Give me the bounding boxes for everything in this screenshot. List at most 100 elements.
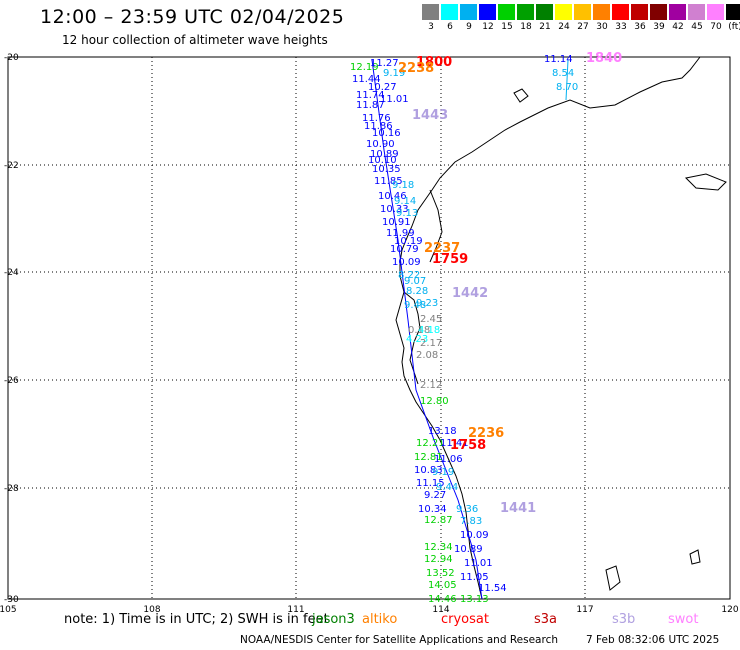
wave-height-value: 10.19 (394, 236, 423, 247)
exmouth-gulf (429, 189, 443, 263)
legend-label: 30 (596, 22, 608, 32)
island-4 (689, 549, 701, 565)
wave-height-value: 9.44 (436, 482, 458, 493)
map-subtitle: 12 hour collection of altimeter wave hei… (62, 33, 328, 47)
wave-height-value: 4.18 (418, 325, 440, 336)
wave-height-value: 11.86 (364, 121, 393, 132)
satellite-cryosat: cryosat (441, 612, 489, 627)
wave-height-value: 13.18 (428, 426, 457, 437)
wave-height-value: 11.27 (370, 58, 399, 69)
wave-height-value: 12.94 (424, 554, 453, 565)
lon-label: 111 (287, 605, 304, 615)
lon-label: 117 (576, 605, 593, 615)
wave-height-value: 9.19 (432, 467, 454, 478)
legend-label: 42 (672, 22, 684, 32)
wave-height-value: 9.36 (456, 504, 478, 515)
wave-height-value: 11.87 (356, 100, 385, 111)
satellite-jason3: jason3 (312, 612, 355, 627)
lat-lon-grid (8, 57, 730, 599)
wave-height-value: 9.14 (394, 196, 416, 207)
wave-height-value: 11.06 (434, 454, 463, 465)
map-title: 12:00 – 23:59 UTC 02/04/2025 (40, 6, 345, 28)
wave-height-value: 11.99 (386, 228, 415, 239)
wave-height-value: 12.87 (424, 515, 453, 526)
wave-height-value: 8.28 (406, 286, 428, 297)
legend-swatch (441, 4, 458, 20)
coastline-west-australia (395, 56, 701, 600)
wave-height-value: 9.48 (404, 300, 426, 311)
wave-height-value: 9.19 (383, 68, 405, 79)
track-line (371, 59, 483, 600)
wave-height-value: 8.54 (552, 68, 574, 79)
legend-swatch (688, 4, 705, 20)
wave-height-value: 11.74 (356, 90, 385, 101)
wave-height-value: 11.54 (478, 583, 507, 594)
legend-label: 24 (558, 22, 570, 32)
pass-time-label: 1800 (416, 55, 452, 70)
legend-label: 45 (691, 22, 703, 32)
pass-time-label: 1443 (412, 108, 448, 123)
wave-height-value: 9.27 (424, 490, 446, 501)
legend-swatch (707, 4, 724, 20)
wave-height-value: 12.34 (424, 542, 453, 553)
wave-height-value: 13.52 (426, 568, 455, 579)
legend-label: 39 (653, 22, 665, 32)
lon-label: 114 (432, 605, 449, 615)
wave-height-value: 10.79 (390, 244, 419, 255)
wave-height-value: 10.33 (380, 204, 409, 215)
wave-height-value: 10.35 (372, 164, 401, 175)
lat-label: -26 (4, 376, 19, 386)
legend-label: 9 (466, 22, 472, 32)
wave-height-value: 12.21 (416, 438, 445, 449)
legend-swatch (612, 4, 629, 20)
wave-height-value: 10.09 (392, 257, 421, 268)
legend-label: 6 (447, 22, 453, 32)
legend-swatch (460, 4, 477, 20)
pass-time-label: 1441 (500, 501, 536, 516)
wave-height-labels: 12.1911.2711.449.1910.2711.7411.0111.871… (350, 54, 578, 605)
legend-swatch (669, 4, 686, 20)
lon-label: 120 (721, 605, 738, 615)
legend-label: 33 (615, 22, 627, 32)
wave-height-value: 12.80 (420, 396, 449, 407)
island-1 (513, 88, 529, 103)
wave-height-value: 8.22 (398, 270, 420, 281)
pass-time-label: 1442 (452, 286, 488, 301)
lon-label: 105 (0, 605, 17, 615)
wave-height-value: 11.76 (362, 113, 391, 124)
island-3 (605, 565, 621, 591)
wave-height-value: 9.13 (396, 208, 418, 219)
wave-height-value: 11.85 (374, 176, 403, 187)
legend-label: (ft) (728, 22, 740, 32)
legend-swatch (498, 4, 515, 20)
wave-height-value: 10.83 (414, 465, 443, 476)
legend-swatch (726, 4, 740, 20)
wave-height-value: 11.01 (464, 558, 493, 569)
credit: NOAA/NESDIS Center for Satellite Applica… (240, 634, 558, 646)
legend-swatch (479, 4, 496, 20)
wave-height-value: 10.34 (418, 504, 447, 515)
wave-height-value: 2.17 (420, 338, 442, 349)
legend-label: 3 (428, 22, 434, 32)
wave-height-value: 9.18 (392, 180, 414, 191)
wave-height-value: 2.12 (420, 380, 442, 391)
wave-height-value: 2.08 (416, 350, 438, 361)
lat-label: -22 (4, 161, 19, 171)
wave-height-value: 0.18 (408, 325, 430, 336)
wave-height-value: 12.81 (414, 452, 443, 463)
wave-height-value: 8.70 (556, 82, 578, 93)
wave-height-value: 10.16 (372, 128, 401, 139)
legend-label: 36 (634, 22, 646, 32)
legend-swatch (574, 4, 591, 20)
lat-label: -28 (4, 484, 19, 494)
pass-time-label: 1840 (586, 51, 622, 66)
lat-label: -24 (4, 268, 19, 278)
lat-label: -30 (4, 595, 19, 605)
wave-height-value: 13.13 (460, 594, 489, 605)
lat-label: -20 (4, 53, 19, 63)
wave-height-value: 11.14 (544, 54, 573, 65)
pass-time-label: 1759 (432, 252, 468, 267)
satellite-altiko: altiko (362, 612, 398, 627)
